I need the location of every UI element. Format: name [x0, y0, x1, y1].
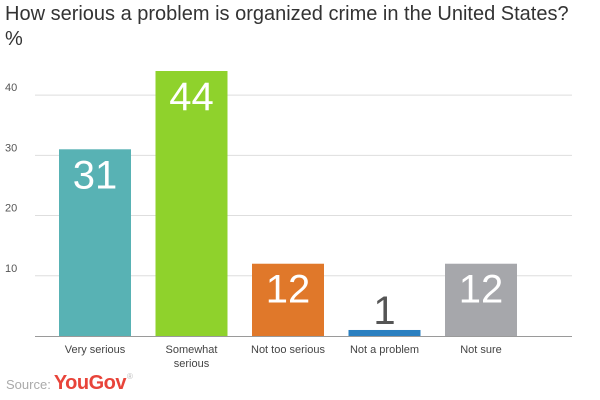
x-tick-label: Very serious — [65, 344, 126, 356]
y-tick-label: 40 — [5, 82, 17, 94]
y-tick-label: 30 — [5, 142, 17, 154]
bar — [59, 149, 131, 336]
source-credit: Source: YouGov® — [6, 372, 133, 395]
chart-title: How serious a problem is organized crime… — [5, 3, 569, 50]
x-tick-label: Somewhat — [166, 344, 218, 356]
y-tick-label: 20 — [5, 203, 17, 215]
bar — [348, 329, 421, 336]
x-tick-label: Not a problem — [350, 344, 419, 356]
source-label: Source: — [6, 377, 51, 392]
data-label: 12 — [266, 268, 311, 312]
x-tick-label: Not too serious — [251, 344, 325, 356]
data-label: 31 — [73, 153, 118, 197]
bar — [445, 263, 517, 336]
data-label: 44 — [169, 75, 214, 119]
x-tick-label: Not sure — [460, 344, 502, 356]
registered-mark: ® — [127, 372, 133, 381]
yougov-logo-text: YouGov — [53, 372, 127, 394]
y-tick-label: 10 — [5, 263, 17, 275]
data-label: 12 — [459, 268, 504, 312]
bar — [155, 71, 228, 336]
data-label: 1 — [373, 289, 395, 333]
yougov-logo: YouGov® — [54, 372, 133, 395]
bar — [252, 263, 324, 336]
x-tick-label: serious — [174, 358, 210, 370]
